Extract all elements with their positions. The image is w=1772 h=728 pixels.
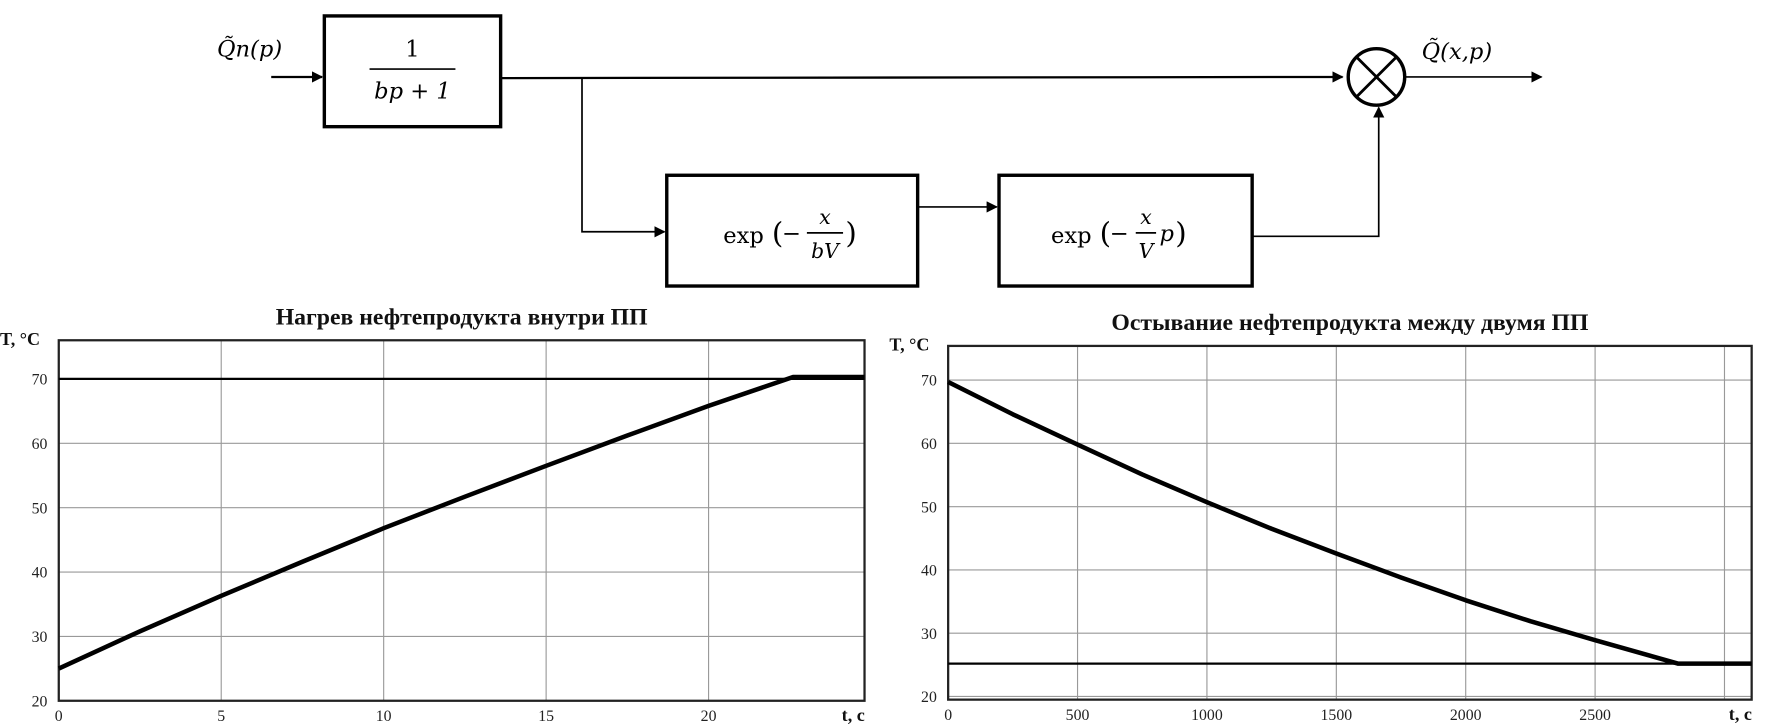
block1-numerator: 1 [405,37,419,63]
x-tick-label: 2000 [1450,707,1482,724]
block2-minus: − [782,221,801,247]
y-tick-label: 40 [32,565,48,582]
series-line [57,374,865,671]
y-tick-label: 60 [32,436,48,453]
x-tick-label: 5 [217,708,225,725]
y-tick-label: 70 [921,373,937,390]
chart-cooling: Остывание нефтепродукта между двумя ПП 20… [889,310,1753,724]
y-tick-label: 30 [32,629,48,646]
x-tick-label: 10 [376,708,392,725]
block-attenuation [665,173,920,288]
y-tick-label: 20 [32,693,48,710]
block3-func: exp [1051,223,1092,249]
y-tick-label: 70 [32,372,48,389]
output-label: Q̃(x,p) [1422,39,1493,65]
paren-right: ) [845,216,856,250]
block2-denominator: bV [811,239,841,263]
block-transfer-function [322,14,503,129]
feedback-line [1252,106,1385,238]
y-axis-label: T, °C [889,334,929,354]
chart-heating: Нагрев нефтепродукта внутри ПП2030405060… [0,304,866,725]
paren-right: ) [1175,216,1186,250]
block3-minus: − [1110,221,1129,247]
x-tick-label: 20 [701,708,717,725]
main-signal-line [500,71,1344,83]
block-diagram: Q̃п(p) 1 bp + 1 exp ( − x bV ) exp ( − x… [217,14,1543,288]
block3-numerator: x [1140,205,1152,229]
paren-left: ( [1100,216,1111,250]
x-tick-label: 500 [1066,707,1090,724]
y-tick-label: 40 [921,563,937,580]
x-tick-label: 0 [944,707,952,724]
chart-title: Нагрев нефтепродукта внутри ПП [276,304,648,330]
x-axis-label: t, c [842,705,865,725]
x-tick-label: 0 [55,708,63,725]
block3-denominator: V [1139,239,1156,263]
x-tick-label: 1000 [1191,707,1223,724]
block3-suffix: p [1159,221,1173,247]
y-tick-label: 60 [921,436,937,453]
y-tick-label: 20 [921,689,937,706]
x-tick-label: 2500 [1579,707,1611,724]
input-label: Q̃п(p) [217,36,282,62]
y-tick-label: 30 [921,626,937,643]
y-tick-label: 50 [32,500,48,517]
plot-frame [947,344,1753,701]
series-line [947,379,1752,666]
branch-line [581,78,666,238]
y-tick-label: 50 [921,499,937,516]
x-axis-label: t, c [1729,704,1752,724]
block-delay [997,173,1254,288]
block2-func: exp [723,223,764,249]
multiplier-junction-icon [1346,47,1407,107]
y-axis-label: T, °C [0,329,40,349]
paren-left: ( [772,216,783,250]
x-tick-label: 15 [538,708,554,725]
block1-denominator: bp + 1 [374,78,451,104]
block2-numerator: x [819,205,831,229]
chart-title: Остывание нефтепродукта между двумя ПП [1111,310,1588,336]
x-tick-label: 1500 [1321,707,1353,724]
plot-frame [57,339,866,702]
